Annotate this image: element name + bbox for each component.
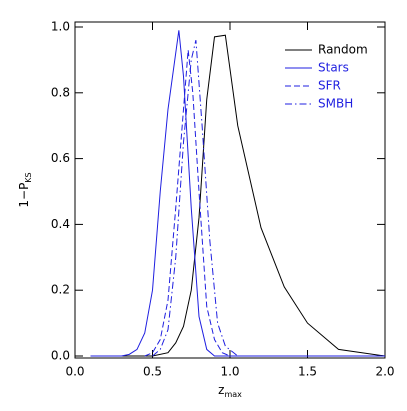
y-tick-label: 0.2	[51, 283, 70, 297]
x-tick-label: 1.5	[298, 365, 317, 379]
y-label-sub: KS	[24, 172, 33, 182]
y-axis-label: 1−PKS	[17, 172, 33, 207]
legend-label: SFR	[318, 79, 341, 93]
x-axis-label: zmax	[218, 383, 242, 399]
y-tick-label: 0.0	[51, 349, 70, 363]
legend-label: Random	[318, 43, 368, 57]
y-label-main: 1−P	[17, 183, 31, 208]
y-tick-label: 0.6	[51, 151, 70, 165]
y-tick-label: 0.4	[51, 217, 70, 231]
x-tick-label: 1.0	[220, 365, 239, 379]
y-tick-label: 0.8	[51, 85, 70, 99]
series-line	[90, 34, 386, 357]
x-label-main: z	[218, 383, 224, 397]
legend-label: SMBH	[318, 97, 353, 111]
series-line	[144, 49, 231, 357]
x-tick-label: 2.0	[375, 365, 394, 379]
legend-label: Stars	[318, 61, 349, 75]
series-line	[152, 40, 239, 357]
x-tick-label: 0.0	[65, 365, 84, 379]
x-label-sub: max	[224, 390, 242, 399]
y-tick-label: 1.0	[51, 20, 70, 34]
series-line	[90, 30, 385, 357]
x-tick-label: 0.5	[143, 365, 162, 379]
